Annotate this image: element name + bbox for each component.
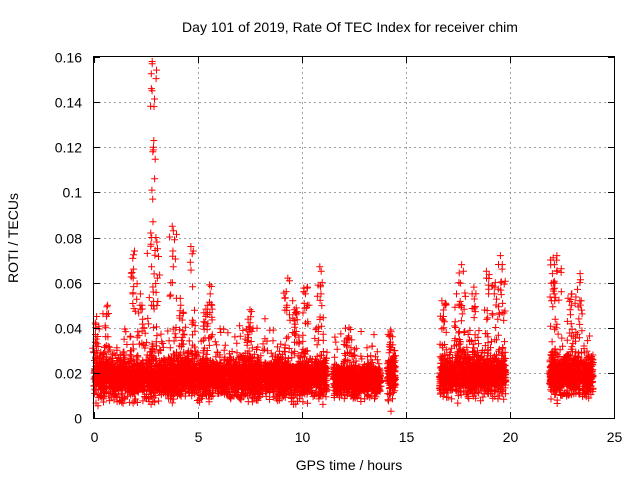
data-point bbox=[331, 333, 339, 341]
data-point bbox=[217, 329, 225, 336]
data-point bbox=[370, 331, 378, 339]
data-point bbox=[313, 352, 321, 360]
data-point bbox=[363, 344, 371, 352]
data-point bbox=[277, 340, 285, 348]
data-point bbox=[259, 347, 267, 354]
data-point bbox=[331, 353, 339, 361]
data-point bbox=[157, 330, 165, 338]
data-point bbox=[373, 348, 381, 356]
data-point bbox=[333, 345, 341, 353]
data-point bbox=[231, 333, 239, 341]
data-point bbox=[294, 352, 302, 360]
data-point bbox=[261, 345, 268, 353]
data-point bbox=[372, 353, 379, 361]
data-point bbox=[239, 326, 247, 334]
data-point bbox=[166, 344, 174, 352]
data-point bbox=[278, 354, 286, 362]
data-point bbox=[298, 387, 306, 395]
data-point bbox=[385, 390, 393, 398]
data-point bbox=[263, 337, 271, 345]
data-point bbox=[168, 360, 176, 368]
data-point bbox=[259, 340, 267, 348]
data-point bbox=[299, 331, 307, 339]
data-point bbox=[93, 391, 101, 398]
data-point bbox=[319, 348, 327, 355]
chart-title: Day 101 of 2019, Rate Of TEC Index for r… bbox=[182, 19, 518, 35]
data-point bbox=[171, 330, 179, 338]
data-point bbox=[352, 344, 360, 352]
data-point bbox=[233, 339, 241, 347]
data-point bbox=[475, 340, 482, 348]
data-point bbox=[475, 327, 483, 335]
data-point bbox=[296, 395, 304, 403]
data-point bbox=[337, 330, 345, 338]
data-point bbox=[182, 323, 190, 331]
data-point bbox=[311, 334, 319, 342]
data-points bbox=[89, 58, 597, 415]
data-point bbox=[133, 333, 141, 341]
data-point bbox=[224, 329, 232, 337]
data-point bbox=[106, 397, 114, 405]
data-point bbox=[323, 371, 331, 379]
data-point bbox=[247, 338, 255, 345]
data-point bbox=[159, 340, 167, 347]
data-point bbox=[501, 338, 508, 346]
data-point bbox=[236, 322, 244, 330]
data-point bbox=[127, 332, 135, 340]
data-point bbox=[118, 398, 126, 406]
data-point bbox=[233, 349, 241, 357]
data-point bbox=[126, 351, 134, 359]
data-point bbox=[221, 341, 229, 349]
data-point bbox=[220, 346, 228, 354]
data-point bbox=[262, 388, 270, 396]
data-point bbox=[127, 352, 135, 360]
data-point bbox=[185, 337, 193, 345]
data-point bbox=[185, 389, 193, 397]
data-point bbox=[266, 326, 274, 334]
data-point bbox=[126, 333, 134, 341]
data-point bbox=[248, 398, 256, 406]
data-point bbox=[261, 315, 269, 323]
data-point bbox=[213, 341, 221, 349]
data-point bbox=[266, 396, 274, 403]
data-point bbox=[211, 338, 219, 346]
data-point bbox=[304, 399, 311, 407]
data-point bbox=[120, 335, 128, 343]
data-point bbox=[134, 328, 142, 336]
data-point bbox=[295, 333, 303, 341]
data-point bbox=[168, 399, 176, 407]
data-point bbox=[123, 341, 131, 348]
data-point bbox=[332, 338, 340, 346]
data-point bbox=[269, 393, 277, 401]
data-point bbox=[106, 388, 114, 396]
data-point bbox=[357, 328, 365, 335]
data-point bbox=[134, 352, 142, 360]
data-point bbox=[319, 400, 327, 408]
data-point bbox=[368, 342, 376, 350]
data-point bbox=[299, 398, 307, 406]
data-point bbox=[113, 398, 121, 406]
data-point bbox=[119, 352, 127, 360]
data-point bbox=[274, 397, 282, 405]
data-point bbox=[126, 398, 134, 406]
data-point bbox=[269, 337, 277, 345]
data-point bbox=[156, 346, 164, 354]
data-point bbox=[323, 348, 331, 356]
